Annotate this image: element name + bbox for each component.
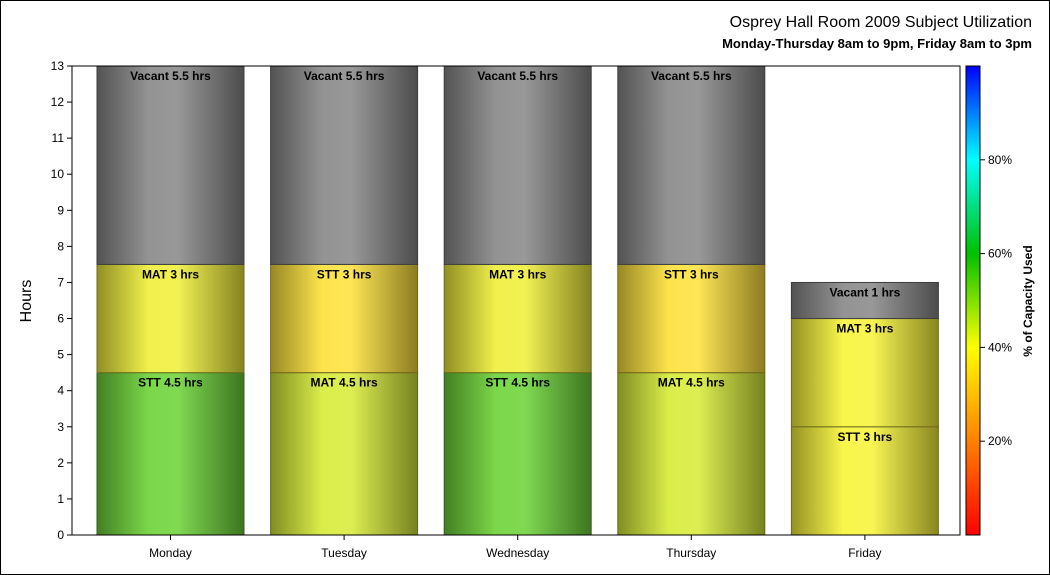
bar-segment xyxy=(270,372,419,536)
bar-segment xyxy=(617,372,766,536)
y-tick-label: 3 xyxy=(57,420,64,434)
y-tick-label: 2 xyxy=(57,456,64,470)
y-tick-label: 6 xyxy=(57,312,64,326)
bar-segment xyxy=(617,65,766,265)
bar-segment xyxy=(96,372,245,536)
colorbar-tick-label: 80% xyxy=(988,153,1012,167)
segment-label: STT 4.5 hrs xyxy=(485,376,550,390)
segment-label: Vacant 5.5 hrs xyxy=(477,69,558,83)
segment-label: Vacant 5.5 hrs xyxy=(130,69,211,83)
segment-label: MAT 4.5 hrs xyxy=(311,376,378,390)
bar-segment xyxy=(96,263,245,374)
segment-label: Vacant 5.5 hrs xyxy=(304,69,385,83)
y-tick-label: 9 xyxy=(57,203,64,217)
y-tick-label: 4 xyxy=(57,384,64,398)
segment-label: MAT 3 hrs xyxy=(489,267,546,281)
segment-label: MAT 3 hrs xyxy=(836,322,893,336)
segment-label: MAT 4.5 hrs xyxy=(658,376,725,390)
x-tick-label: Monday xyxy=(149,546,192,560)
plot-area xyxy=(71,65,961,536)
colorbar-ticks: 20% 40% 60% 80% xyxy=(980,153,1012,448)
segment-labels-layer: STT 4.5 hrs MAT 3 hrs Vacant 5.5 hrs MAT 4.… xyxy=(130,69,900,444)
bar-segment xyxy=(96,65,245,265)
y-tick-label: 0 xyxy=(57,528,64,542)
x-tick-label: Wednesday xyxy=(486,546,549,560)
x-tick-label: Thursday xyxy=(666,546,716,560)
bar-segment xyxy=(617,263,766,374)
segment-label: STT 4.5 hrs xyxy=(138,376,203,390)
chart-subtitle: Monday-Thursday 8am to 9pm, Friday 8am t… xyxy=(722,36,1032,51)
y-tick-label: 11 xyxy=(52,131,65,145)
colorbar-tick-label: 60% xyxy=(988,247,1012,261)
colorbar-label: % of Capacity Used xyxy=(1021,245,1035,356)
x-axis: Monday Tuesday Wednesday Thursday Friday xyxy=(149,535,882,560)
segment-label: STT 3 hrs xyxy=(838,430,893,444)
segment-label: STT 3 hrs xyxy=(317,267,372,281)
bars-layer xyxy=(96,65,939,536)
bar-segment xyxy=(443,65,592,265)
bar-segment xyxy=(443,372,592,536)
chart-title: Osprey Hall Room 2009 Subject Utilizatio… xyxy=(729,14,1032,31)
bar-segment xyxy=(790,281,939,320)
colorbar xyxy=(965,65,981,536)
colorbar-tick-label: 20% xyxy=(988,434,1012,448)
bar-segment xyxy=(443,263,592,374)
x-tick-label: Tuesday xyxy=(321,546,367,560)
segment-label: MAT 3 hrs xyxy=(142,267,199,281)
segment-label: Vacant 1 hrs xyxy=(830,285,901,299)
y-tick-label: 5 xyxy=(57,348,64,362)
segment-label: STT 3 hrs xyxy=(664,267,719,281)
y-tick-label: 12 xyxy=(51,95,65,109)
bar-segment xyxy=(270,65,419,265)
x-tick-label: Friday xyxy=(848,546,881,560)
segment-label: Vacant 5.5 hrs xyxy=(651,69,732,83)
y-tick-label: 13 xyxy=(51,59,65,73)
y-tick-label: 7 xyxy=(57,275,64,289)
y-tick-label: 10 xyxy=(51,167,65,181)
y-axis-label: Hours xyxy=(18,280,35,323)
y-tick-label: 8 xyxy=(57,239,64,253)
bar-segment xyxy=(270,263,419,374)
colorbar-tick-label: 40% xyxy=(988,340,1012,354)
y-tick-label: 1 xyxy=(57,492,64,506)
